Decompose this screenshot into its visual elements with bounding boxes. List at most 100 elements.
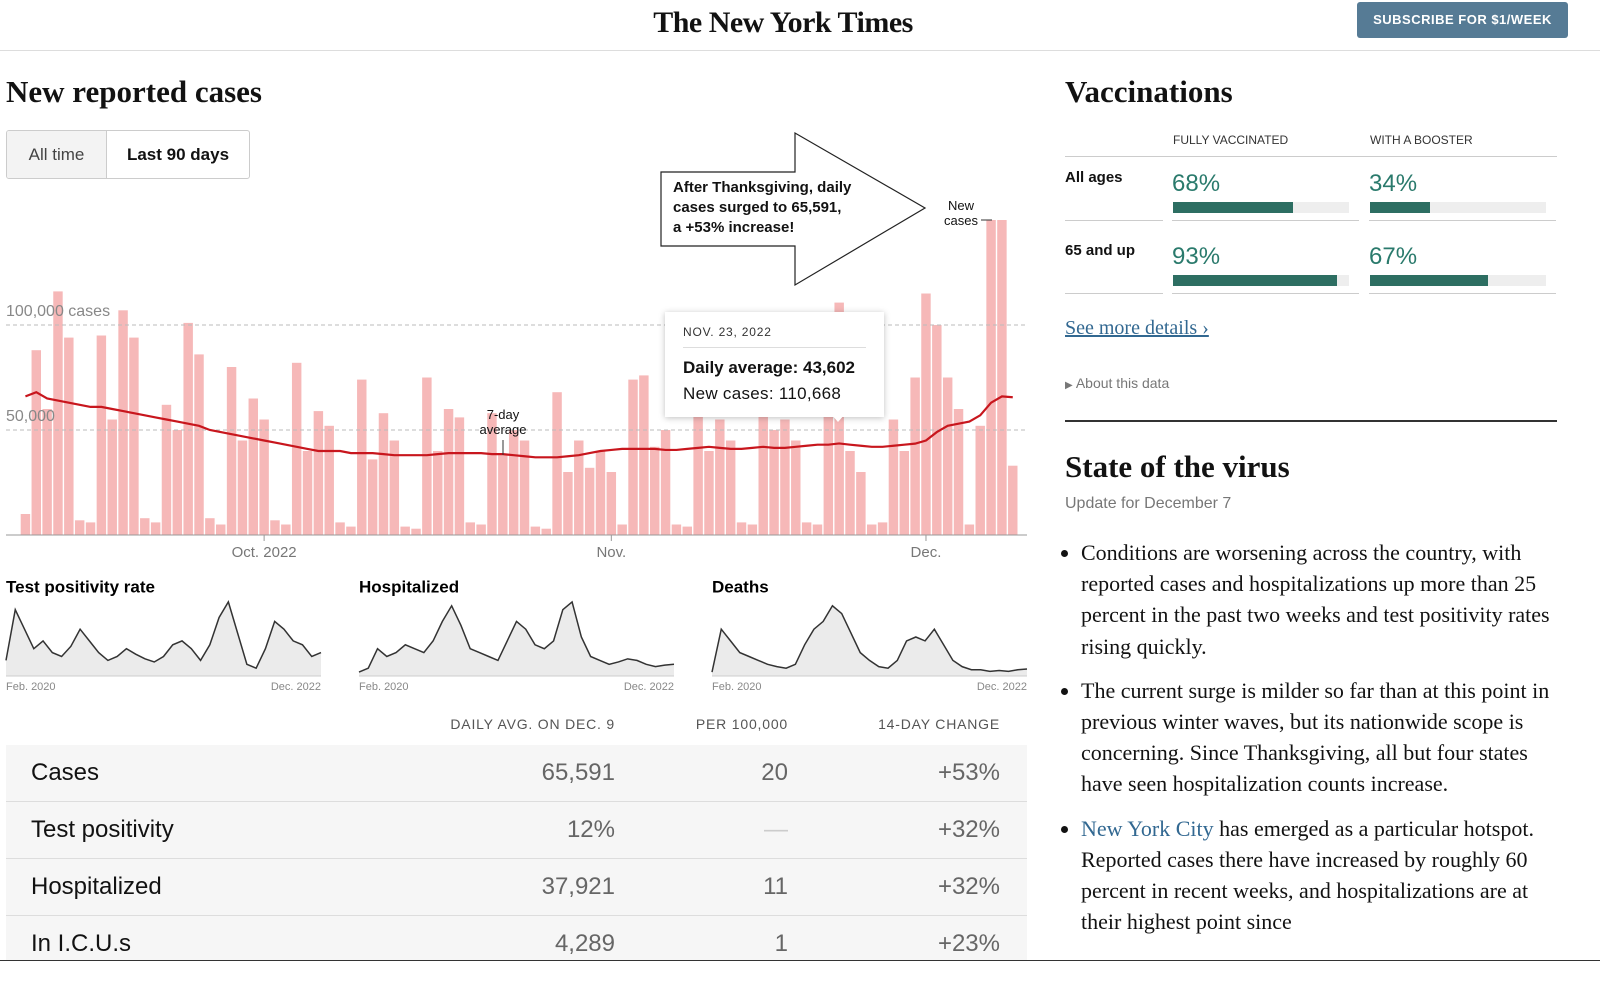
y-tick-label: 100,000 cases [6, 303, 110, 320]
bar [150, 522, 161, 535]
rule [1172, 220, 1359, 221]
bar [74, 520, 85, 535]
value-label: 67% [1369, 243, 1418, 270]
bar [682, 526, 692, 535]
bar [606, 472, 617, 535]
x-tick-label: Oct. 2022 [232, 544, 297, 561]
tooltip: NOV. 23, 2022 Daily average: 43,602 New … [665, 312, 884, 422]
series-label: 7-day average [479, 407, 527, 437]
rule [1172, 293, 1359, 294]
bar [877, 522, 888, 535]
about-toggle[interactable]: ▶ About this data [1065, 375, 1170, 391]
bar [628, 379, 638, 535]
bar [715, 419, 725, 535]
row-value: +32% [937, 873, 1000, 900]
bar [42, 409, 52, 535]
bar [346, 526, 356, 535]
x-tick-label: Nov. [596, 544, 626, 561]
sparkline [711, 604, 1028, 673]
rule [1369, 293, 1556, 294]
table-row: Test positivity 12% — +32% [6, 802, 1027, 859]
page: The New York Times SUBSCRIBE FOR $1/WEEK… [0, 0, 1600, 961]
callout: After Thanksgiving, daily cases surged t… [673, 178, 851, 238]
bar [31, 350, 41, 535]
bar [498, 455, 508, 535]
bullet: The current surge is milder so far than … [1081, 675, 1556, 800]
bar [64, 337, 74, 535]
bar [519, 440, 530, 535]
bar [574, 440, 584, 535]
column-header: WITH A BOOSTER [1370, 133, 1473, 147]
bar [769, 430, 779, 535]
about-label: About this data [1075, 375, 1170, 391]
bar [812, 524, 823, 535]
row-value: 20 [761, 759, 788, 786]
row-label: In I.C.U.s [31, 930, 132, 957]
state-title: State of the virus [1065, 449, 1290, 484]
table-header-cell: 14-DAY CHANGE [878, 716, 1000, 732]
bar [443, 409, 454, 535]
bar [563, 472, 573, 535]
bar [617, 524, 627, 535]
header-rule [0, 50, 1600, 51]
bar [693, 398, 703, 535]
tab[interactable]: All time [7, 131, 107, 178]
rule [1369, 220, 1556, 221]
tab[interactable]: Last 90 days [126, 145, 230, 164]
bar [964, 524, 975, 535]
bar [747, 524, 758, 535]
bar-track [1173, 275, 1349, 286]
bar [183, 322, 193, 535]
bar [823, 409, 834, 535]
bullets: Conditions are worsening across the coun… [1081, 537, 1556, 950]
bar [1173, 202, 1293, 213]
sparkline-title: Deaths [712, 577, 769, 596]
row-label: Cases [31, 759, 100, 786]
sparkline-x-label: Dec. 2022 [977, 681, 1027, 693]
sparkline-x-label: Feb. 2020 [712, 681, 762, 693]
row-value: +53% [937, 759, 1000, 786]
bar [736, 522, 747, 535]
bar [1008, 465, 1018, 535]
bar [161, 404, 172, 535]
tooltip-pointer [831, 414, 845, 422]
bar [758, 404, 768, 535]
sparkline-x-label: Feb. 2020 [6, 681, 56, 693]
update-date: Update for December 7 [1065, 495, 1232, 512]
row-value: 11 [763, 873, 788, 900]
bar [20, 514, 31, 535]
table-row: Cases 65,591 20 +53% [6, 745, 1027, 802]
logo[interactable]: The New York Times [653, 6, 913, 39]
bar [953, 409, 964, 535]
sparkline-x-label: Feb. 2020 [359, 681, 409, 693]
series-label: New cases [944, 198, 978, 228]
bar [1370, 202, 1430, 213]
bar [508, 430, 519, 535]
subscribe-button[interactable]: SUBSCRIBE FOR $1/WEEK [1357, 2, 1568, 38]
bullet-text: has emerged as a particular hotspot. Rep… [1081, 815, 1534, 935]
bar [595, 451, 606, 535]
column-header: FULLY VACCINATED [1173, 133, 1289, 147]
bar [357, 379, 367, 535]
bar-track [1370, 202, 1546, 213]
bar [367, 459, 378, 535]
sparkline-x-label: Dec. 2022 [271, 681, 321, 693]
callout-line: cases surged to 65,591, [673, 199, 842, 216]
charts: 50,000 100,000 cases Oct. 2022 Nov. Dec. Test… [5, 131, 1028, 693]
bar [378, 413, 389, 535]
bar [172, 430, 183, 535]
table-header: DAILY AVG. ON DEC. 9 PER 100,000 14-DAY CH… [6, 716, 1027, 736]
table-header-cell: DAILY AVG. ON DEC. 9 [450, 716, 615, 732]
sparkline-area [359, 601, 674, 676]
bar [932, 325, 942, 535]
tooltip-rule [683, 347, 866, 348]
row-value: 37,921 [541, 873, 615, 900]
bar [53, 291, 63, 535]
bar [1173, 275, 1337, 286]
bar [335, 522, 345, 535]
details-link[interactable]: See more details › [1065, 317, 1209, 339]
bullet-link[interactable]: New York City [1081, 815, 1214, 841]
panel-title: New reported cases [6, 74, 262, 109]
bar [888, 419, 899, 535]
bar [1370, 275, 1488, 286]
